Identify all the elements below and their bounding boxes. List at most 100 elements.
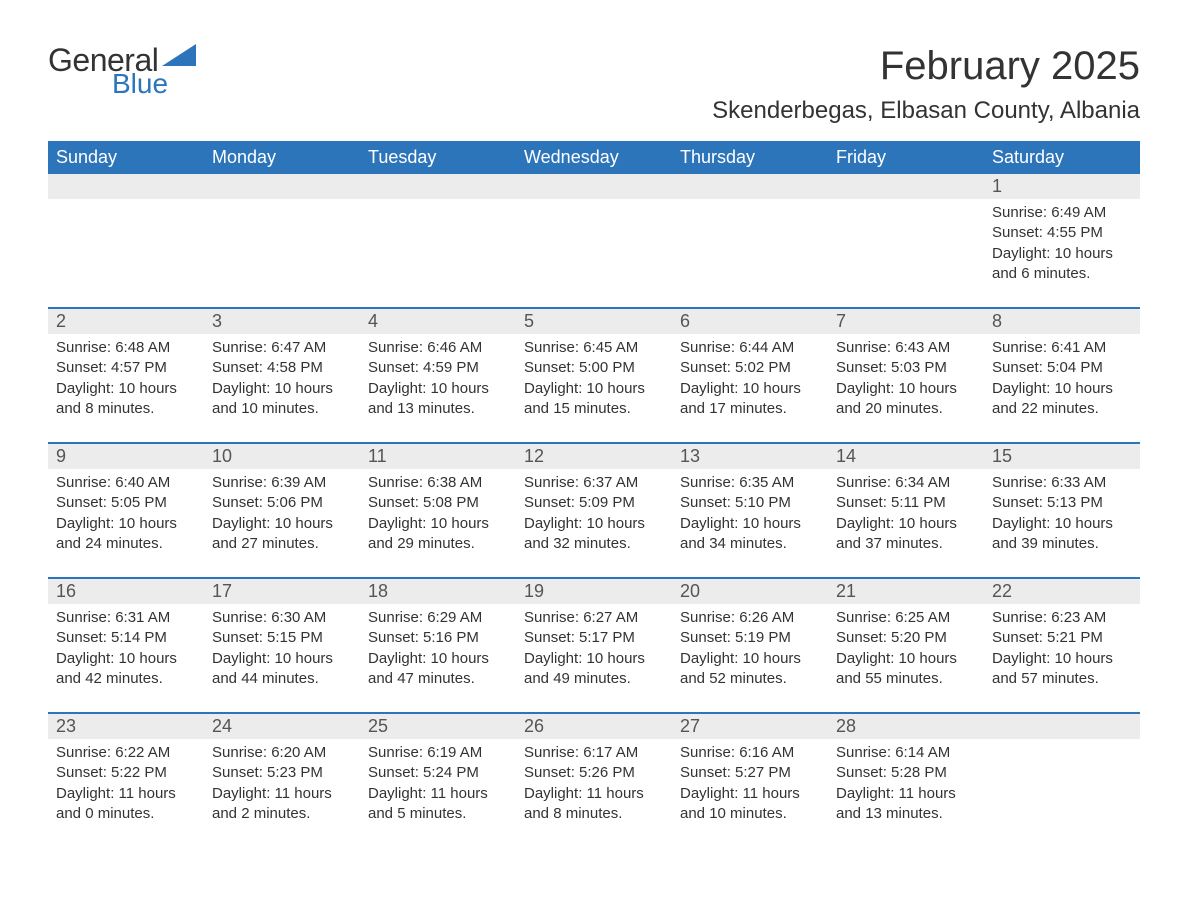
weekday-header: Friday xyxy=(828,141,984,174)
sunset-line: Sunset: 5:26 PM xyxy=(524,763,664,783)
day-number: 23 xyxy=(48,714,204,739)
day-number: 21 xyxy=(828,579,984,604)
daylight-line: Daylight: 10 hours and 32 minutes. xyxy=(524,514,664,555)
sunrise-line: Sunrise: 6:48 AM xyxy=(56,338,196,358)
sunrise-line: Sunrise: 6:38 AM xyxy=(368,473,508,493)
week-body-row: Sunrise: 6:40 AMSunset: 5:05 PMDaylight:… xyxy=(48,469,1140,577)
sunrise-line: Sunrise: 6:37 AM xyxy=(524,473,664,493)
sunset-line: Sunset: 5:27 PM xyxy=(680,763,820,783)
sunset-line: Sunset: 5:13 PM xyxy=(992,493,1132,513)
week-daynum-row: 2345678 xyxy=(48,309,1140,334)
day-cell: Sunrise: 6:14 AMSunset: 5:28 PMDaylight:… xyxy=(828,739,984,847)
day-cell: Sunrise: 6:47 AMSunset: 4:58 PMDaylight:… xyxy=(204,334,360,442)
daylight-line: Daylight: 10 hours and 6 minutes. xyxy=(992,244,1132,285)
day-cell: Sunrise: 6:25 AMSunset: 5:20 PMDaylight:… xyxy=(828,604,984,712)
day-number xyxy=(516,174,672,199)
daylight-line: Daylight: 10 hours and 47 minutes. xyxy=(368,649,508,690)
sunset-line: Sunset: 5:04 PM xyxy=(992,358,1132,378)
sunrise-line: Sunrise: 6:31 AM xyxy=(56,608,196,628)
sunrise-line: Sunrise: 6:46 AM xyxy=(368,338,508,358)
day-cell xyxy=(516,199,672,307)
daylight-line: Daylight: 11 hours and 5 minutes. xyxy=(368,784,508,825)
day-cell: Sunrise: 6:31 AMSunset: 5:14 PMDaylight:… xyxy=(48,604,204,712)
sunset-line: Sunset: 4:57 PM xyxy=(56,358,196,378)
day-cell: Sunrise: 6:27 AMSunset: 5:17 PMDaylight:… xyxy=(516,604,672,712)
daylight-line: Daylight: 10 hours and 17 minutes. xyxy=(680,379,820,420)
day-number: 27 xyxy=(672,714,828,739)
sunrise-line: Sunrise: 6:34 AM xyxy=(836,473,976,493)
week-daynum-row: 232425262728 xyxy=(48,714,1140,739)
sunrise-line: Sunrise: 6:27 AM xyxy=(524,608,664,628)
sunrise-line: Sunrise: 6:30 AM xyxy=(212,608,352,628)
daylight-line: Daylight: 11 hours and 0 minutes. xyxy=(56,784,196,825)
day-cell: Sunrise: 6:17 AMSunset: 5:26 PMDaylight:… xyxy=(516,739,672,847)
sunset-line: Sunset: 5:28 PM xyxy=(836,763,976,783)
day-cell: Sunrise: 6:19 AMSunset: 5:24 PMDaylight:… xyxy=(360,739,516,847)
sunset-line: Sunset: 5:20 PM xyxy=(836,628,976,648)
sunrise-line: Sunrise: 6:44 AM xyxy=(680,338,820,358)
day-number xyxy=(204,174,360,199)
day-number xyxy=(828,174,984,199)
location-subtitle: Skenderbegas, Elbasan County, Albania xyxy=(712,97,1140,125)
daylight-line: Daylight: 11 hours and 13 minutes. xyxy=(836,784,976,825)
sunrise-line: Sunrise: 6:26 AM xyxy=(680,608,820,628)
day-cell: Sunrise: 6:20 AMSunset: 5:23 PMDaylight:… xyxy=(204,739,360,847)
day-cell xyxy=(984,739,1140,847)
sunset-line: Sunset: 4:55 PM xyxy=(992,223,1132,243)
calendar-week: 232425262728Sunrise: 6:22 AMSunset: 5:22… xyxy=(48,712,1140,847)
calendar: Sunday Monday Tuesday Wednesday Thursday… xyxy=(48,141,1140,847)
sunset-line: Sunset: 5:19 PM xyxy=(680,628,820,648)
daylight-line: Daylight: 10 hours and 22 minutes. xyxy=(992,379,1132,420)
sunset-line: Sunset: 5:09 PM xyxy=(524,493,664,513)
sunrise-line: Sunrise: 6:43 AM xyxy=(836,338,976,358)
sunset-line: Sunset: 5:14 PM xyxy=(56,628,196,648)
day-cell xyxy=(204,199,360,307)
logo-text-blue: Blue xyxy=(112,70,196,98)
sunset-line: Sunset: 5:21 PM xyxy=(992,628,1132,648)
day-number: 7 xyxy=(828,309,984,334)
sunrise-line: Sunrise: 6:22 AM xyxy=(56,743,196,763)
sunrise-line: Sunrise: 6:40 AM xyxy=(56,473,196,493)
title-block: February 2025 Skenderbegas, Elbasan Coun… xyxy=(712,44,1140,125)
day-number: 22 xyxy=(984,579,1140,604)
day-number: 25 xyxy=(360,714,516,739)
sunrise-line: Sunrise: 6:49 AM xyxy=(992,203,1132,223)
sunset-line: Sunset: 5:23 PM xyxy=(212,763,352,783)
sunset-line: Sunset: 5:08 PM xyxy=(368,493,508,513)
week-body-row: Sunrise: 6:31 AMSunset: 5:14 PM Daylight:… xyxy=(48,604,1140,712)
sunset-line: Sunset: 4:59 PM xyxy=(368,358,508,378)
sunset-line: Sunset: 5:22 PM xyxy=(56,763,196,783)
day-cell: Sunrise: 6:41 AMSunset: 5:04 PMDaylight:… xyxy=(984,334,1140,442)
logo: General Blue xyxy=(48,44,196,98)
day-number: 19 xyxy=(516,579,672,604)
daylight-line: Daylight: 10 hours and 10 minutes. xyxy=(212,379,352,420)
day-cell xyxy=(360,199,516,307)
day-cell: Sunrise: 6:16 AMSunset: 5:27 PMDaylight:… xyxy=(672,739,828,847)
daylight-line: Daylight: 10 hours and 52 minutes. xyxy=(680,649,820,690)
sunset-line: Sunset: 5:02 PM xyxy=(680,358,820,378)
day-number: 8 xyxy=(984,309,1140,334)
week-body-row: Sunrise: 6:48 AMSunset: 4:57 PMDaylight:… xyxy=(48,334,1140,442)
day-number: 28 xyxy=(828,714,984,739)
day-number xyxy=(360,174,516,199)
flag-icon xyxy=(162,44,196,70)
sunrise-line: Sunrise: 6:20 AM xyxy=(212,743,352,763)
daylight-line: Daylight: 10 hours and 8 minutes. xyxy=(56,379,196,420)
sunrise-line: Sunrise: 6:25 AM xyxy=(836,608,976,628)
day-number: 9 xyxy=(48,444,204,469)
daylight-line: Daylight: 10 hours and 15 minutes. xyxy=(524,379,664,420)
day-cell: Sunrise: 6:38 AMSunset: 5:08 PMDaylight:… xyxy=(360,469,516,577)
day-number: 6 xyxy=(672,309,828,334)
daylight-line: Daylight: 11 hours and 2 minutes. xyxy=(212,784,352,825)
sunset-line: Sunset: 5:06 PM xyxy=(212,493,352,513)
week-body-row: Sunrise: 6:49 AMSunset: 4:55 PMDaylight:… xyxy=(48,199,1140,307)
day-number: 2 xyxy=(48,309,204,334)
sunrise-line: Sunrise: 6:35 AM xyxy=(680,473,820,493)
sunset-line: Sunset: 5:16 PM xyxy=(368,628,508,648)
sunset-line: Sunset: 5:17 PM xyxy=(524,628,664,648)
day-cell: Sunrise: 6:30 AMSunset: 5:15 PMDaylight:… xyxy=(204,604,360,712)
day-cell: Sunrise: 6:34 AMSunset: 5:11 PMDaylight:… xyxy=(828,469,984,577)
day-cell: Sunrise: 6:49 AMSunset: 4:55 PMDaylight:… xyxy=(984,199,1140,307)
day-cell: Sunrise: 6:22 AMSunset: 5:22 PMDaylight:… xyxy=(48,739,204,847)
sunrise-line: Sunrise: 6:29 AM xyxy=(368,608,508,628)
